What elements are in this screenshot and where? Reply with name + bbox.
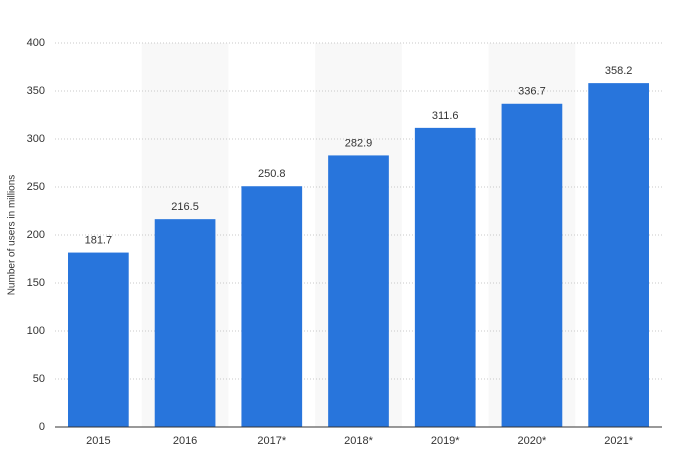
- value-label: 336.7: [518, 86, 546, 98]
- y-tick-label: 0: [39, 421, 45, 433]
- value-label: 311.6: [432, 110, 459, 122]
- y-axis-title: Number of users in millions: [7, 175, 18, 296]
- y-tick-label: 100: [27, 325, 45, 337]
- y-tick-label: 300: [27, 133, 45, 145]
- x-tick-label: 2016: [173, 435, 197, 447]
- value-label: 358.2: [605, 65, 633, 77]
- y-tick-label: 400: [27, 37, 45, 49]
- y-tick-label: 150: [27, 277, 45, 289]
- bar: [414, 127, 476, 427]
- y-tick-label: 350: [27, 85, 45, 97]
- x-tick-label: 2020*: [518, 435, 547, 447]
- value-label: 181.7: [85, 234, 113, 246]
- x-tick-label: 2015: [86, 435, 110, 447]
- bar: [328, 155, 389, 427]
- x-tick-label: 2018*: [344, 435, 373, 447]
- bar: [241, 186, 303, 427]
- x-tick-label: 2021*: [604, 435, 633, 447]
- x-tick-label: 2017*: [257, 435, 286, 447]
- value-label: 250.8: [258, 168, 286, 180]
- bar: [588, 83, 649, 428]
- value-label: 216.5: [171, 201, 199, 213]
- y-tick-label: 250: [27, 181, 45, 193]
- bar: [68, 252, 129, 427]
- x-tick-label: 2019*: [431, 435, 460, 447]
- value-label: 282.9: [345, 137, 373, 149]
- bar: [501, 103, 563, 427]
- bar: [154, 219, 216, 427]
- y-tick-label: 50: [33, 373, 45, 385]
- y-tick-label: 200: [27, 229, 45, 241]
